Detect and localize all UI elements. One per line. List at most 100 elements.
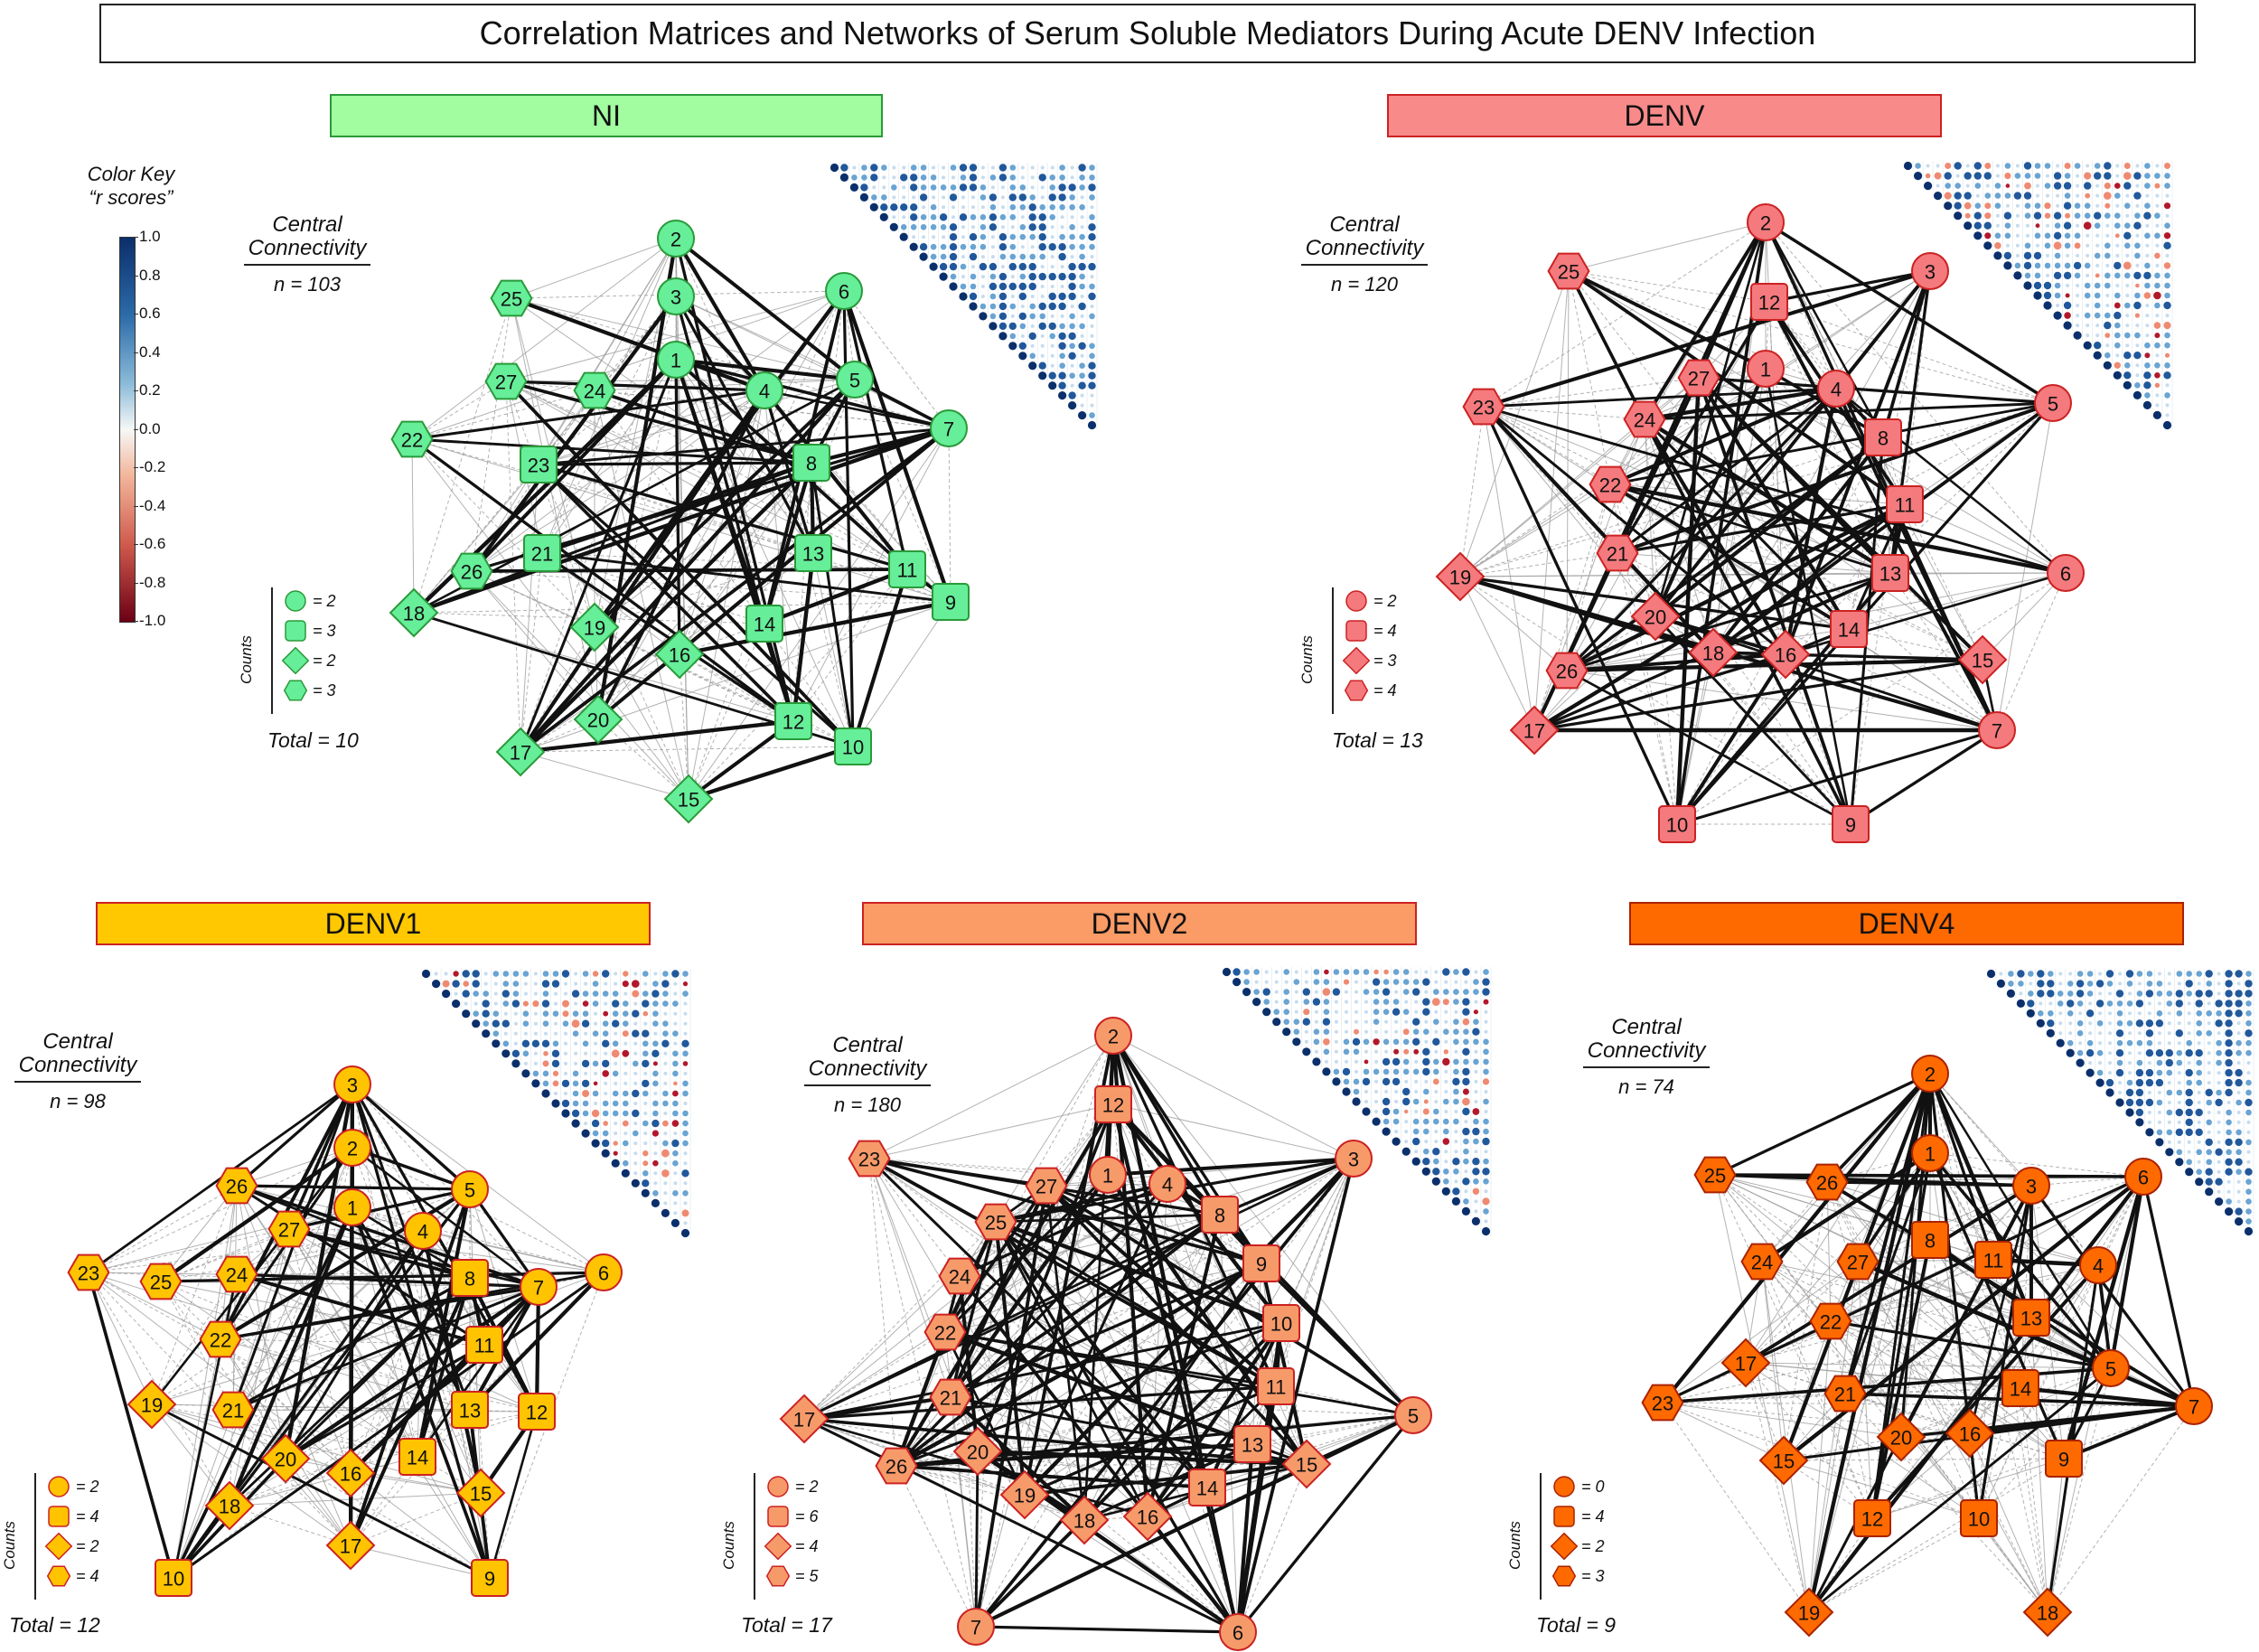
matrix-cell — [2136, 971, 2143, 977]
node-ni-13[interactable]: 13 — [794, 534, 832, 572]
matrix-cell — [2104, 183, 2111, 190]
node-denv4-6[interactable]: 6 — [2124, 1158, 2162, 1196]
matrix-cell — [2235, 1000, 2243, 1008]
node-denv4-16[interactable]: 16 — [1945, 1408, 1995, 1459]
node-denv4-21[interactable]: 21 — [1823, 1375, 1867, 1413]
node-ni-21[interactable]: 21 — [523, 534, 561, 572]
node-ni-11[interactable]: 11 — [888, 550, 926, 588]
node-ni-15[interactable]: 15 — [663, 774, 714, 824]
count-row-diamond: = 2 — [45, 1533, 99, 1560]
node-label: 8 — [806, 453, 817, 475]
node-denv4-25[interactable]: 25 — [1693, 1156, 1737, 1194]
node-ni-17[interactable]: 17 — [495, 727, 546, 777]
node-ni-22[interactable]: 22 — [390, 420, 434, 458]
matrix-cell — [2076, 971, 2084, 977]
matrix-cell — [990, 185, 995, 190]
node-denv4-14[interactable]: 14 — [2001, 1369, 2039, 1407]
node-denv4-18[interactable]: 18 — [2022, 1587, 2073, 1638]
node-denv4-27[interactable]: 27 — [1836, 1243, 1879, 1281]
node-ni-1[interactable]: 1 — [657, 341, 695, 379]
node-ni-7[interactable]: 7 — [930, 409, 968, 447]
node-ni-4[interactable]: 4 — [745, 371, 783, 409]
matrix-cell — [1050, 235, 1055, 239]
node-ni-25[interactable]: 25 — [490, 279, 533, 317]
matrix-cell — [1018, 193, 1027, 202]
matrix-cell — [1079, 204, 1085, 211]
matrix-cell — [1936, 164, 1940, 168]
matrix-cell — [1000, 265, 1005, 269]
matrix-cell — [1965, 164, 1970, 168]
edge-weak — [679, 653, 689, 800]
node-denv4-23[interactable]: 23 — [1641, 1384, 1684, 1422]
edge-strong — [810, 462, 855, 747]
node-label: 17 — [1735, 1353, 1757, 1375]
node-denv4-2[interactable]: 2 — [1911, 1055, 1949, 1093]
node-denv4-7[interactable]: 7 — [2175, 1387, 2213, 1425]
node-denv4-15[interactable]: 15 — [1758, 1435, 1809, 1486]
matrix-cell — [2226, 1119, 2232, 1126]
cc-n-denv4: n = 74 — [1618, 1075, 1674, 1098]
node-label: 23 — [528, 455, 549, 477]
node-ni-19[interactable]: 19 — [569, 602, 620, 652]
node-denv4-11[interactable]: 11 — [1974, 1241, 2012, 1279]
node-ni-18[interactable]: 18 — [389, 587, 439, 638]
matrix-cell — [980, 175, 985, 180]
panel-banner-denv1: DENV1 — [96, 902, 651, 945]
node-denv4-1[interactable]: 1 — [1911, 1134, 1949, 1172]
matrix-cell — [1059, 323, 1065, 330]
node-denv4-22[interactable]: 22 — [1809, 1302, 1852, 1340]
square-node-shape — [834, 727, 872, 765]
matrix-cell — [2108, 991, 2112, 996]
node-denv4-10[interactable]: 10 — [1960, 1499, 1998, 1537]
node-denv4-19[interactable]: 19 — [1784, 1587, 1834, 1638]
node-ni-27[interactable]: 27 — [484, 362, 528, 400]
node-ni-26[interactable]: 26 — [450, 552, 493, 590]
node-ni-6[interactable]: 6 — [825, 272, 863, 310]
node-label: 25 — [1704, 1165, 1726, 1187]
node-denv4-17[interactable]: 17 — [1720, 1338, 1771, 1388]
edge-weak — [520, 751, 689, 800]
matrix-cell — [1069, 313, 1075, 320]
node-ni-8[interactable]: 8 — [792, 444, 830, 482]
matrix-cell — [2245, 1049, 2252, 1056]
node-denv4-24[interactable]: 24 — [1740, 1243, 1784, 1281]
node-label: 4 — [2093, 1255, 2104, 1278]
matrix-cell — [2048, 1001, 2053, 1006]
node-ni-9[interactable]: 9 — [932, 583, 970, 621]
matrix-cell — [2135, 1019, 2144, 1028]
node-denv4-13[interactable]: 13 — [2012, 1299, 2050, 1337]
node-ni-3[interactable]: 3 — [657, 277, 695, 315]
node-denv4-26[interactable]: 26 — [1805, 1163, 1849, 1201]
matrix-cell — [1070, 215, 1074, 220]
matrix-cell — [1079, 372, 1085, 380]
matrix-cell — [1088, 183, 1096, 192]
node-denv4-3[interactable]: 3 — [2012, 1167, 2050, 1205]
node-ni-2[interactable]: 2 — [657, 220, 695, 258]
node-label: 16 — [1959, 1423, 1981, 1446]
node-ni-23[interactable]: 23 — [520, 446, 558, 483]
node-denv4-4[interactable]: 4 — [2079, 1246, 2117, 1284]
matrix-cell — [1029, 233, 1036, 240]
node-ni-24[interactable]: 24 — [573, 371, 616, 409]
node-ni-14[interactable]: 14 — [745, 605, 783, 643]
node-denv4-5[interactable]: 5 — [2092, 1349, 2130, 1387]
matrix-cell — [2058, 1021, 2063, 1026]
matrix-cell — [2167, 1041, 2171, 1046]
node-denv4-9[interactable]: 9 — [2045, 1440, 2083, 1478]
node-label: 12 — [1861, 1508, 1883, 1531]
node-ni-20[interactable]: 20 — [573, 694, 623, 745]
node-ni-12[interactable]: 12 — [774, 702, 812, 740]
node-denv4-12[interactable]: 12 — [1853, 1499, 1891, 1537]
matrix-cell — [1009, 253, 1017, 260]
count-value: = 5 — [795, 1566, 819, 1585]
matrix-cell — [980, 194, 987, 201]
node-ni-16[interactable]: 16 — [654, 629, 705, 680]
matrix-cell — [920, 184, 927, 191]
matrix-cell — [2206, 1159, 2212, 1166]
node-label: 12 — [783, 711, 804, 734]
node-ni-5[interactable]: 5 — [836, 361, 874, 399]
matrix-cell — [1089, 214, 1095, 221]
matrix-cell — [960, 283, 967, 290]
node-denv4-8[interactable]: 8 — [1911, 1221, 1949, 1259]
node-ni-10[interactable]: 10 — [834, 727, 872, 765]
